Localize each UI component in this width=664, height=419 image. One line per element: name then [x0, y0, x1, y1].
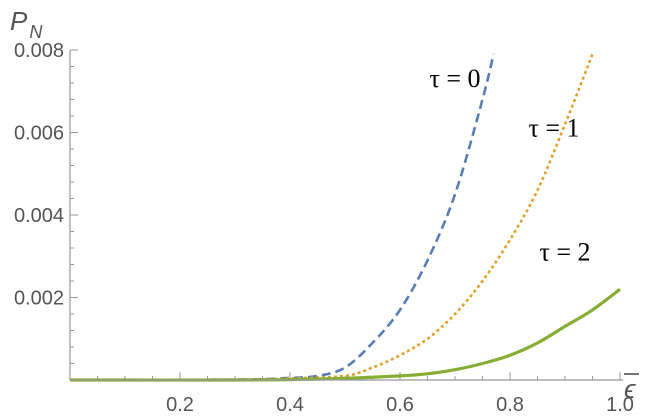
y-tick-label: 0.006 [14, 123, 64, 145]
x-axis-ticks: 0.2 0.4 0.6 0.8 1.0 [97, 372, 634, 416]
series-line-2 [69, 288, 621, 382]
annotation-label-2: τ = 2 [539, 237, 590, 266]
series-line-1 [69, 53, 594, 382]
annotation-label-0: τ = 0 [429, 64, 480, 93]
y-tick-label: 0.008 [14, 40, 64, 62]
x-tick-label: 1.0 [606, 394, 634, 416]
y-axis-ticks: 0.002 0.004 0.006 0.008 [14, 40, 78, 364]
y-tick-label: 0.002 [14, 288, 64, 310]
series-layer [69, 53, 621, 382]
x-axis-title-text: ϵ [624, 374, 636, 404]
y-tick-label: 0.004 [14, 205, 64, 227]
annotation-label-1: τ = 1 [528, 114, 579, 143]
x-tick-label: 0.6 [386, 394, 414, 416]
x-tick-label: 0.2 [166, 394, 194, 416]
x-tick-label: 0.4 [276, 394, 304, 416]
x-axis-title: ϵ [624, 373, 639, 404]
series-line-0 [69, 53, 495, 382]
annotations: τ = 0 τ = 1 τ = 2 [429, 64, 590, 266]
x-tick-label: 0.8 [496, 394, 524, 416]
